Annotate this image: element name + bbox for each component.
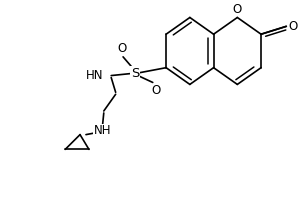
Text: HN: HN bbox=[86, 69, 104, 82]
Text: S: S bbox=[131, 67, 139, 80]
Text: O: O bbox=[288, 20, 298, 33]
Text: O: O bbox=[233, 3, 242, 16]
Text: O: O bbox=[151, 84, 160, 97]
Text: NH: NH bbox=[94, 124, 111, 137]
Text: O: O bbox=[117, 42, 126, 55]
